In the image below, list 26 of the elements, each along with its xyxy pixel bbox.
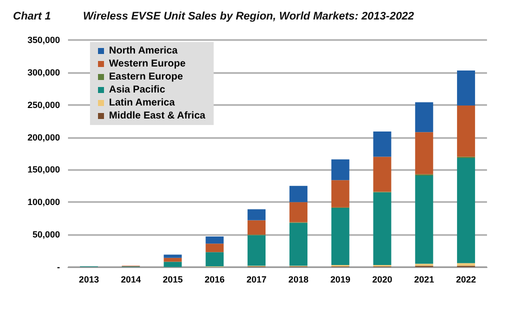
x-tick-label: 2016 bbox=[204, 274, 225, 284]
y-tick-label: 350,000 bbox=[27, 35, 60, 45]
x-tick-label: 2018 bbox=[288, 274, 308, 284]
x-tick-label: 2020 bbox=[372, 274, 392, 284]
legend-label: Asia Pacific bbox=[109, 84, 166, 96]
chart-subtitle: Chart 1 bbox=[13, 10, 51, 22]
y-tick-label: 50,000 bbox=[32, 230, 60, 240]
y-tick-label: 300,000 bbox=[27, 67, 60, 78]
y-tick-label: 250,000 bbox=[27, 100, 60, 110]
x-tick-label: 2015 bbox=[162, 274, 183, 284]
y-tick-label: 100,000 bbox=[27, 197, 60, 208]
y-tick-label: 200,000 bbox=[27, 132, 60, 142]
x-tick-label: 2014 bbox=[120, 274, 141, 284]
x-tick-label: 2019 bbox=[330, 274, 350, 284]
legend-label: Latin America bbox=[109, 98, 176, 108]
x-tick-label: 2017 bbox=[246, 274, 267, 284]
x-tick-label: 2022 bbox=[456, 274, 476, 284]
legend-label: Middle East & Africa bbox=[109, 110, 206, 122]
y-tick-label: - bbox=[57, 262, 60, 272]
y-tick-label: 150,000 bbox=[27, 164, 60, 175]
legend-label: Eastern Europe bbox=[109, 72, 184, 82]
legend-label: Western Europe bbox=[109, 58, 186, 70]
x-tick-label: 2013 bbox=[78, 274, 99, 284]
chart-title: Wireless EVSE Unit Sales by Region, World Markets: 2013-2022 bbox=[83, 10, 414, 22]
x-tick-label: 2021 bbox=[414, 274, 434, 284]
legend-label: North America bbox=[109, 46, 178, 56]
